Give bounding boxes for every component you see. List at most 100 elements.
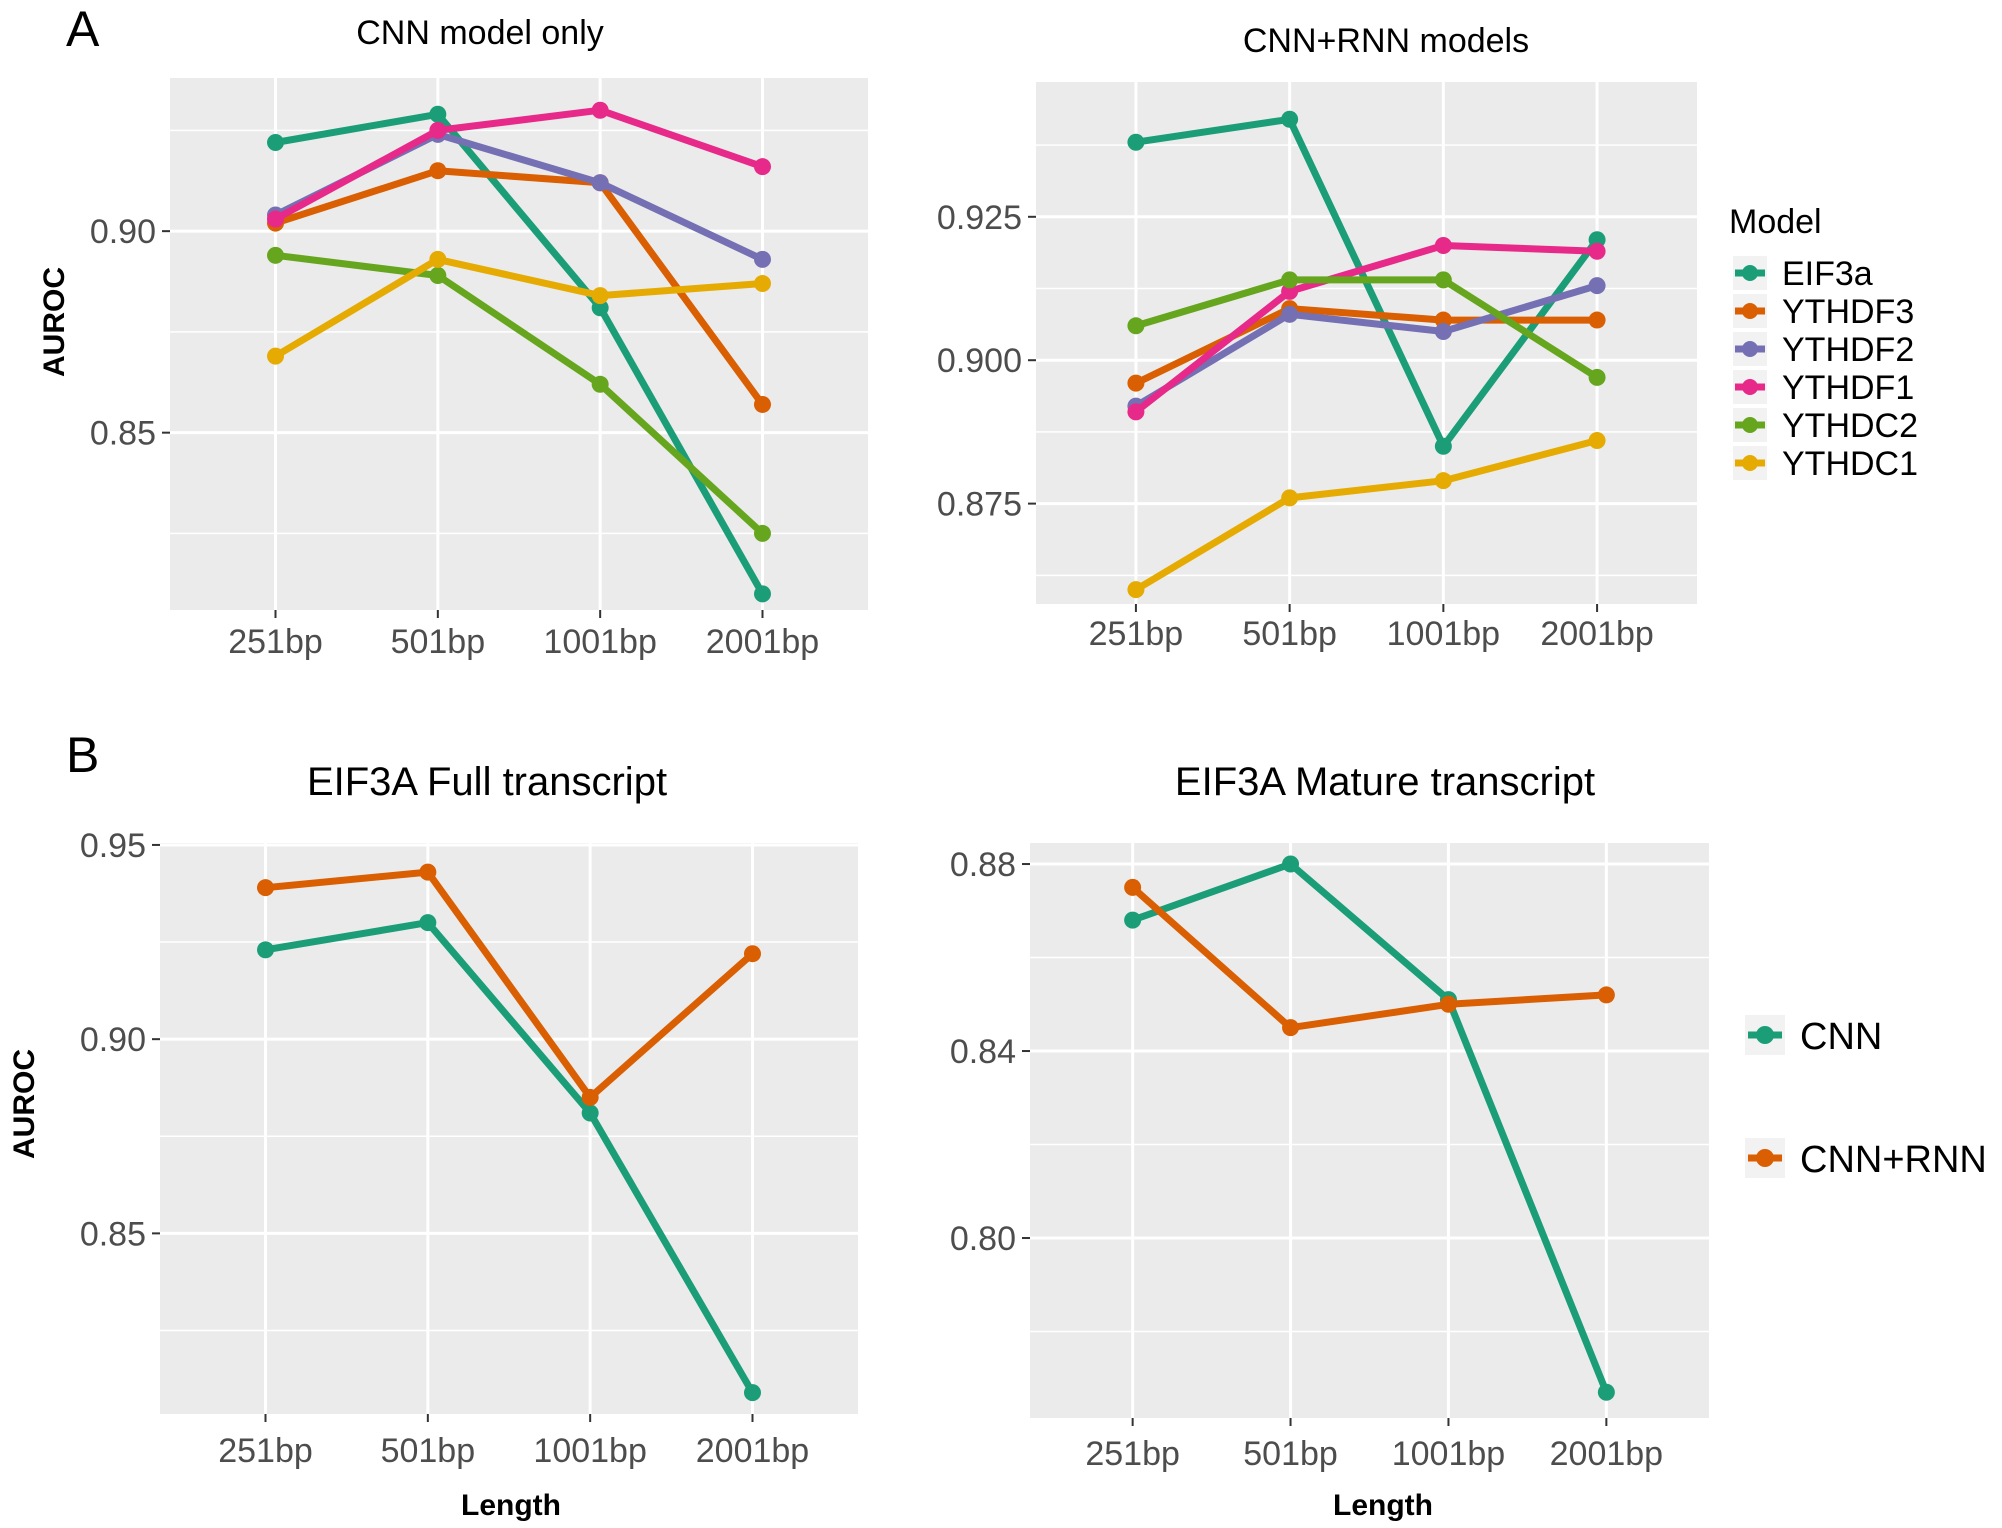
legend-entry-cnn-rnn: CNN+RNN [1745, 1138, 1987, 1181]
x-tick-label: 1001bp [1387, 615, 1500, 653]
data-point [753, 395, 771, 413]
data-point [257, 941, 275, 959]
series-line [272, 167, 766, 408]
x-tick-label: 2001bp [1540, 615, 1653, 653]
panel-tag-b: B [66, 727, 99, 783]
x-tick-label: 1001bp [1392, 1435, 1505, 1473]
data-point [1434, 236, 1452, 254]
data-point [1588, 368, 1606, 386]
data-point [419, 863, 437, 881]
data-point [753, 524, 771, 542]
legend-label: YTHDC2 [1782, 407, 1918, 445]
legend-key-point [1756, 1149, 1774, 1167]
y-axis-title: AUROC [8, 1049, 41, 1159]
data-point [1282, 1019, 1300, 1037]
legend-entry-ythdf3: YTHDF3 [1733, 293, 1914, 331]
chart-cnn-model-only: 0.85 0.90 251bp 501bp 1001bp 2001bp CNN model… [38, 14, 868, 661]
series-line [272, 110, 766, 598]
legend-label: YTHDC1 [1782, 445, 1918, 483]
x-tick-label: 251bp [228, 623, 323, 661]
legend-entry-ythdf1: YTHDF1 [1733, 369, 1914, 407]
legend-key-point [1742, 417, 1758, 433]
data-point [1127, 403, 1145, 421]
data-point [1282, 855, 1300, 873]
series-line [272, 106, 766, 223]
data-point [429, 121, 447, 139]
x-tick-label: 2001bp [1550, 1435, 1663, 1473]
data-point [1127, 581, 1145, 599]
legend-entry-ythdf2: YTHDF2 [1733, 331, 1914, 369]
data-point [1281, 489, 1299, 507]
data-point [429, 105, 447, 123]
data-point [591, 174, 609, 192]
series-cnn [257, 914, 761, 1402]
y-tick-label: 0.875 [937, 486, 1022, 524]
y-axis-title: AUROC [38, 267, 71, 377]
data-point [591, 287, 609, 305]
panel-background [160, 843, 858, 1414]
legend-key-point [1742, 265, 1758, 281]
series-line [272, 255, 766, 360]
chart-title: EIF3A Full transcript [307, 760, 667, 804]
chart-title: EIF3A Mature transcript [1175, 760, 1595, 804]
data-point [429, 250, 447, 268]
data-point [1124, 878, 1142, 896]
legend-entry-cnn: CNN [1745, 1015, 1882, 1058]
x-tick-label: 501bp [1242, 615, 1337, 653]
legend-label: YTHDF1 [1782, 369, 1914, 407]
data-point [267, 347, 285, 365]
plot-area: 0.85 0.90 251bp 501bp 1001bp 2001bp [90, 78, 868, 661]
series-line [272, 251, 766, 537]
plot-area: 0.875 0.900 0.925 251bp 501bp 1001bp 2001bp [937, 82, 1697, 653]
legend-entry-ythdc2: YTHDC2 [1733, 407, 1918, 445]
data-point [1127, 317, 1145, 335]
chart-cnn-rnn-models: 0.875 0.900 0.925 251bp 501bp 1001bp 2001bp CN… [937, 22, 1697, 653]
data-point [1124, 911, 1142, 929]
data-point [753, 250, 771, 268]
data-point [581, 1104, 599, 1122]
series-line [1132, 282, 1601, 410]
legend-entries: CNN CNN+RNN [1745, 1015, 1987, 1181]
series-ythdc2 [267, 246, 771, 542]
series-eif3a [267, 105, 771, 603]
y-tick-label: 0.84 [950, 1033, 1016, 1071]
plot-area: 0.85 0.90 0.95 251bp 501bp 1001bp 2001bp [80, 827, 858, 1470]
x-tick-label: 251bp [218, 1432, 313, 1470]
data-point [429, 266, 447, 284]
chart-title: CNN model only [356, 14, 604, 52]
data-point [1434, 472, 1452, 490]
data-point [1588, 277, 1606, 295]
series-line [1132, 437, 1601, 594]
series-line [1129, 860, 1610, 1396]
x-tick-label: 501bp [1243, 1435, 1338, 1473]
data-point [753, 275, 771, 293]
y-tick-label: 0.90 [80, 1021, 146, 1059]
x-axis-title: Length [1333, 1489, 1433, 1522]
data-point [1588, 432, 1606, 450]
x-tick-label: 2001bp [706, 623, 819, 661]
chart-title: CNN+RNN models [1243, 22, 1529, 60]
y-tick-label: 0.925 [937, 199, 1022, 237]
data-point [429, 162, 447, 180]
data-point [591, 375, 609, 393]
data-point [1597, 1383, 1615, 1401]
data-point [267, 210, 285, 228]
y-tick-label: 0.85 [80, 1215, 146, 1253]
data-point [1281, 305, 1299, 323]
data-point [1127, 133, 1145, 151]
legend-key-point [1742, 341, 1758, 357]
y-tick-label: 0.900 [937, 342, 1022, 380]
series-ythdf1 [267, 101, 771, 228]
series-cnn-rnn [1124, 878, 1615, 1037]
data-point [1434, 323, 1452, 341]
data-point [591, 101, 609, 119]
data-point [1281, 271, 1299, 289]
panel-background [1036, 82, 1697, 604]
legend-label: CNN+RNN [1800, 1139, 1987, 1181]
x-tick-label: 501bp [381, 1432, 476, 1470]
series-ythdf1 [1127, 236, 1606, 421]
legend-label: YTHDF2 [1782, 331, 1914, 369]
data-point [581, 1088, 599, 1106]
y-tick-label: 0.80 [950, 1220, 1016, 1258]
